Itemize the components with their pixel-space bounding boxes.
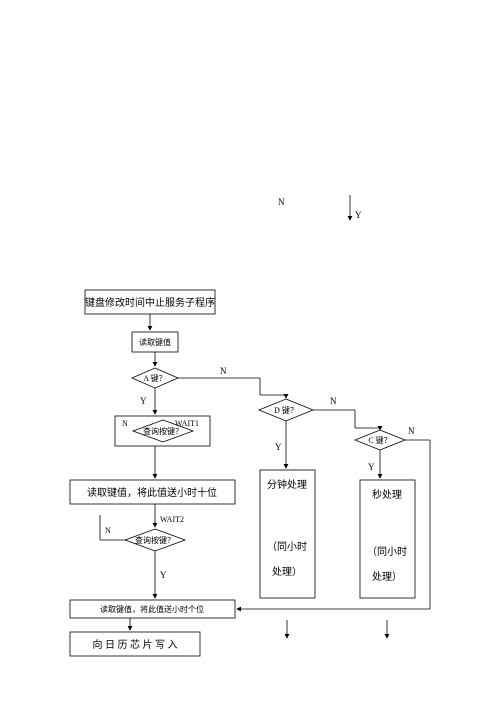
second-l1: 秒处理	[372, 488, 402, 501]
query2-text: 查询按键？	[135, 535, 175, 545]
query1-text: 查询按键？	[143, 426, 183, 436]
top-n-label: N	[278, 197, 285, 207]
d-y-label: Y	[275, 442, 282, 452]
second-l3: 处理）	[372, 571, 402, 583]
c-n-label: N	[408, 426, 415, 436]
start-text: 键盘修改时间中止服务子程序	[85, 296, 215, 309]
c-key-text: C 键？	[368, 435, 391, 445]
bottom1-text: 读取键值，将此值送小时个位	[100, 604, 204, 614]
read-key-text: 读取键值	[139, 337, 171, 347]
wait1-n: N	[122, 419, 128, 428]
svg-text:N: N	[105, 526, 111, 535]
q2-y-label: Y	[160, 570, 167, 580]
bottom2-text: 向 日 历 芯 片 写 入	[93, 638, 178, 651]
top-y-label: Y	[355, 210, 362, 220]
minute-l1: 分钟处理	[267, 478, 307, 491]
flowchart-canvas: N Y 键盘修改时间中止服务子程序 读取键值 A 键？ N Y N WAIT1 …	[0, 0, 500, 707]
a-y-label: Y	[140, 396, 147, 406]
read-val-text: 读取键值，将此值送小时十位	[87, 486, 217, 499]
wait2-label: WAIT2	[160, 515, 184, 524]
second-l2: （同小时	[367, 546, 407, 558]
c-y-label: Y	[368, 462, 375, 472]
minute-l2: （同小时	[267, 541, 307, 553]
d-key-text: D 键？	[274, 405, 298, 415]
a-key-text: A 键？	[143, 373, 166, 383]
d-n-label: N	[330, 396, 337, 406]
minute-l3: 处理）	[272, 566, 302, 578]
a-n-label: N	[220, 366, 227, 376]
